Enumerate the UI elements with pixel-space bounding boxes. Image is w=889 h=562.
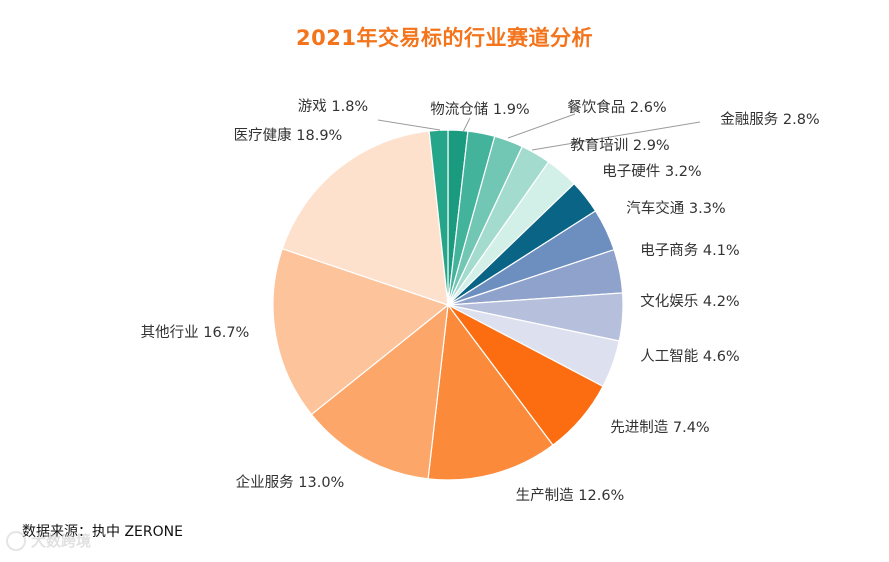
slice-label-3: 教育培训 2.9%	[570, 137, 669, 154]
leader-line-15	[377, 119, 441, 131]
watermark-logo-icon	[6, 530, 26, 551]
watermark-text: 大数跨境	[31, 532, 92, 550]
slice-label-5: 汽车交通 3.3%	[626, 199, 725, 217]
slice-label-11: 生产制造 12.6%	[516, 487, 625, 504]
slice-label-7: 文化娱乐 4.2%	[640, 293, 739, 310]
slice-label-1: 餐饮食品 2.6%	[567, 99, 666, 116]
chart-title: 2021年交易标的行业赛道分析	[296, 26, 593, 50]
leader-line-2	[531, 121, 701, 151]
pie-slice-14	[281, 130, 449, 306]
watermark: 大数跨境	[6, 530, 91, 551]
slice-label-14: 医疗健康 18.9%	[234, 127, 343, 144]
slice-label-4: 电子硬件 3.2%	[602, 163, 701, 180]
slice-label-15: 游戏 1.8%	[298, 98, 368, 115]
slice-label-13: 其他行业 16.7%	[141, 324, 250, 341]
slice-label-0: 物流仓储 1.9%	[430, 101, 529, 118]
slice-label-8: 人工智能 4.6%	[640, 348, 739, 365]
pie-slice-11	[427, 303, 554, 481]
pie-slice-12	[310, 303, 449, 480]
data-source-note: 数据来源：执中 ZERONE	[22, 524, 183, 540]
slice-label-6: 电子商务 4.1%	[640, 242, 739, 259]
slice-label-10: 先进制造 7.4%	[610, 419, 709, 436]
leader-line-0	[462, 117, 471, 133]
slice-label-2: 金融服务 2.8%	[720, 111, 819, 128]
leader-line-1	[507, 113, 576, 139]
slice-label-12: 企业服务 13.0%	[236, 473, 345, 491]
